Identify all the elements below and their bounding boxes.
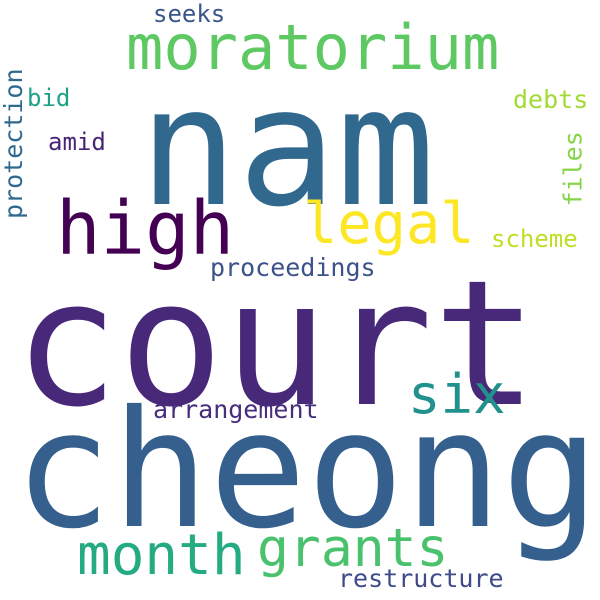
word-debts: debts [513,85,589,114]
word-amid: amid [48,128,106,156]
word-court: court [14,243,538,446]
word-protection: protection [0,68,28,219]
word-six: six [408,363,506,426]
word-bid: bid [27,84,71,112]
word-cheong: cheong [14,377,600,565]
word-arrangement: arrangement [153,395,319,424]
word-legal: legal [303,191,475,257]
word-moratorium: moratorium [126,11,500,84]
word-month: month [77,523,246,588]
word-proceedings: proceedings [210,253,376,282]
word-restructure: restructure [338,564,504,593]
word-grants: grants [257,518,449,579]
word-high: high [56,186,235,272]
word-scheme: scheme [491,225,578,253]
word-seeks: seeks [153,0,226,28]
word-files: files [558,131,588,207]
word-nam: nam [139,52,436,243]
